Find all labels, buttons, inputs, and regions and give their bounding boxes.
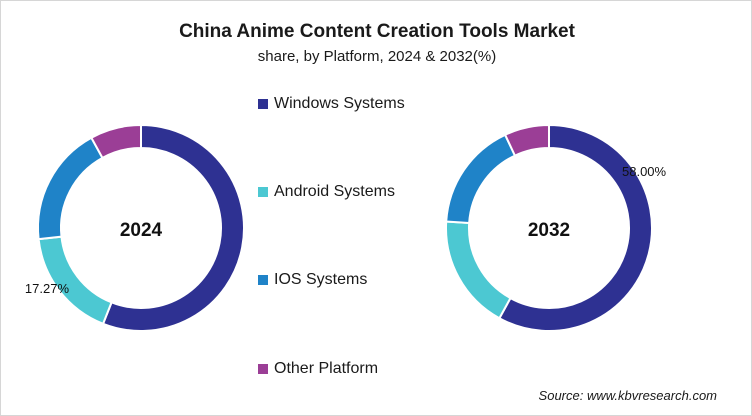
- donut-center-label: 2032: [528, 220, 570, 241]
- legend-label: Windows Systems: [274, 95, 405, 112]
- donut-slice-windows-systems: [498, 123, 653, 332]
- legend-item-android-systems: Android Systems: [258, 182, 395, 202]
- data-label: 58.00%: [622, 164, 667, 179]
- donut-slice-windows-systems: [101, 123, 245, 332]
- chart-subtitle: share, by Platform, 2024 & 2032(%): [257, 48, 497, 65]
- chart-title: China Anime Content Creation Tools Marke…: [179, 21, 575, 42]
- source-note: Source: www.kbvresearch.com: [538, 388, 717, 403]
- legend-swatch: [258, 99, 268, 109]
- donut-slice-android-systems: [445, 220, 512, 320]
- donut-slice-ios-systems: [37, 136, 104, 241]
- legend-label: Other Platform: [274, 360, 379, 377]
- legend-item-windows-systems: Windows Systems: [258, 94, 405, 114]
- donut-chart-2032: 2032 58.00%: [445, 123, 667, 332]
- donut-slice-ios-systems: [445, 133, 517, 225]
- legend-label: Android Systems: [274, 183, 395, 200]
- data-label: 17.27%: [25, 281, 70, 296]
- legend-swatch: [258, 187, 268, 197]
- legend-item-other-platform: Other Platform: [258, 359, 378, 379]
- legend-swatch: [258, 275, 268, 285]
- legend-item-ios-systems: IOS Systems: [258, 270, 367, 290]
- donut-chart-2024: 2024 17.27%: [25, 123, 245, 332]
- donut-center-label: 2024: [120, 220, 163, 241]
- legend-label: IOS Systems: [274, 271, 368, 288]
- donut-slice-other-platform: [503, 123, 550, 157]
- donut-slice-other-platform: [90, 123, 142, 160]
- legend-swatch: [258, 364, 268, 374]
